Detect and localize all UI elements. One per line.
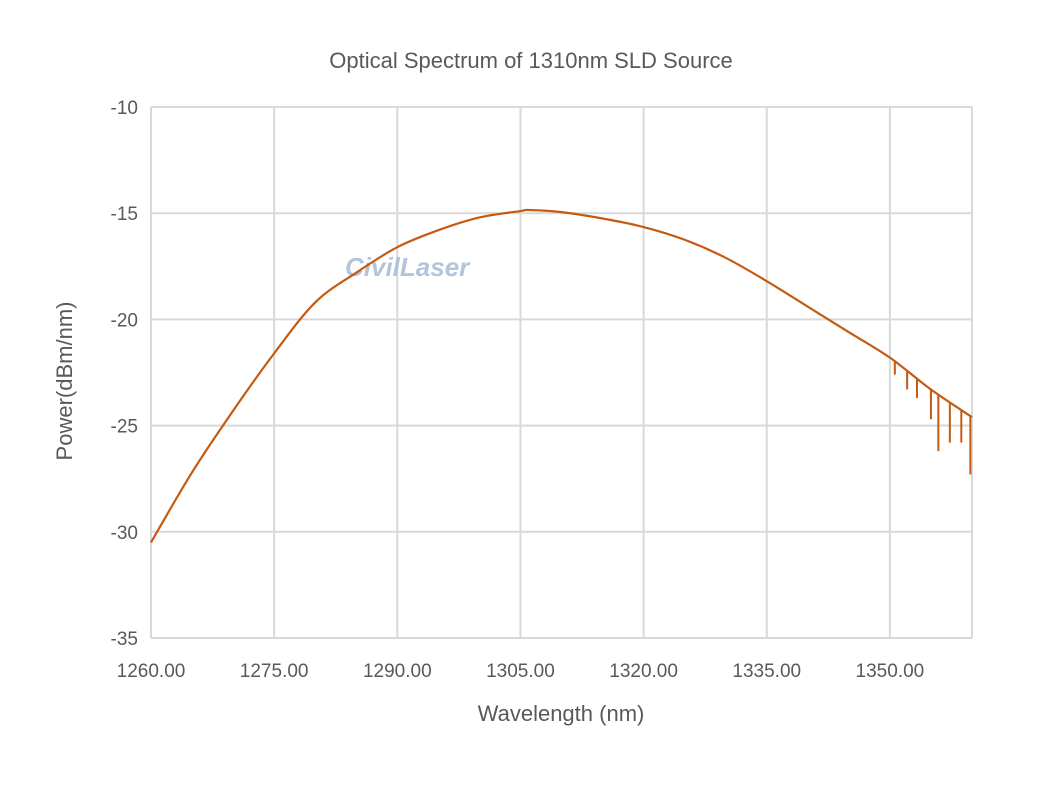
spectrum-dips <box>893 361 972 475</box>
x-tick-label: 1335.00 <box>732 661 801 682</box>
y-tick-label: -20 <box>111 310 138 331</box>
y-tick-label: -30 <box>111 523 138 544</box>
y-tick-label: -10 <box>111 98 138 119</box>
y-axis-title: Power(dBm/nm) <box>52 302 77 461</box>
x-tick-label: 1320.00 <box>609 661 678 682</box>
chart-title: Optical Spectrum of 1310nm SLD Source <box>329 48 733 73</box>
x-axis-ticks: 1260.00 1275.00 1290.00 1305.00 1320.00 1335.… <box>117 661 925 682</box>
y-axis-ticks: -10 -15 -20 -25 -30 -35 <box>111 98 138 650</box>
y-tick-label: -15 <box>111 204 138 225</box>
y-tick-label: -35 <box>111 629 138 650</box>
x-tick-label: 1290.00 <box>363 661 432 682</box>
x-tick-label: 1305.00 <box>486 661 555 682</box>
x-tick-label: 1260.00 <box>117 661 186 682</box>
x-tick-label: 1275.00 <box>240 661 309 682</box>
x-axis-title: Wavelength (nm) <box>478 701 645 726</box>
y-tick-label: -25 <box>111 417 138 438</box>
x-tick-label: 1350.00 <box>856 661 925 682</box>
gridlines <box>150 106 973 639</box>
spectrum-series-line <box>150 208 973 543</box>
